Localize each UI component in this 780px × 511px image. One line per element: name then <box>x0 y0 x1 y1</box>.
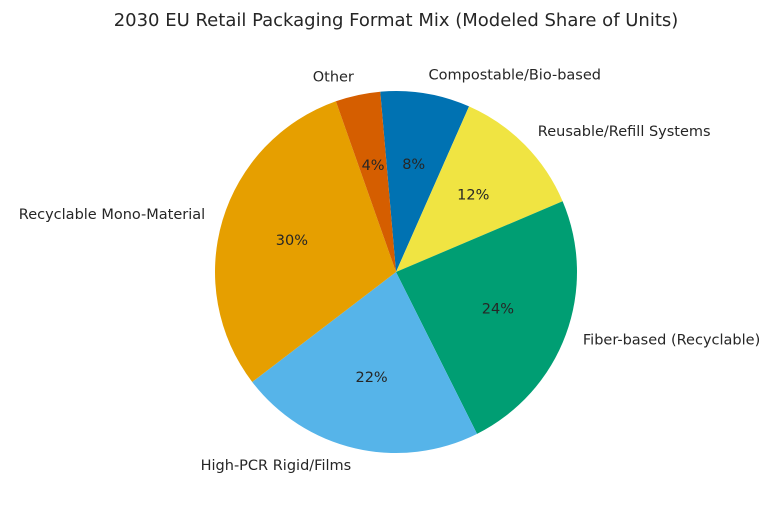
category-label-other: Other <box>313 69 354 85</box>
pie-slice-other <box>335 91 396 272</box>
category-label-fiber-based-recyclable: Fiber-based (Recyclable) <box>583 333 760 349</box>
pct-label-recyclable-mono-material: 30% <box>276 233 308 249</box>
pie-slice-fiber-based-recyclable <box>396 201 577 434</box>
pct-label-other: 4% <box>362 158 385 174</box>
pie-slice-reusable-refill-systems <box>396 106 563 272</box>
category-label-reusable-refill-systems: Reusable/Refill Systems <box>538 124 711 140</box>
pct-label-high-pcr-rigid-films: 22% <box>355 370 387 386</box>
pie-slice-recyclable-mono-material <box>214 101 396 382</box>
chart-title: 2030 EU Retail Packaging Format Mix (Mod… <box>114 10 679 31</box>
pie-slices <box>214 91 577 453</box>
pct-label-reusable-refill-systems: 12% <box>457 188 489 204</box>
category-label-high-pcr-rigid-films: High-PCR Rigid/Films <box>201 458 352 474</box>
category-labels: Compostable/Bio-based Reusable/Refill Sys… <box>19 68 760 474</box>
pie-slice-compostable-bio-based <box>380 91 470 272</box>
percentage-labels: 8% 12% 24% 22% 30% 4% <box>276 157 514 386</box>
pct-label-compostable-bio-based: 8% <box>402 157 425 173</box>
pct-label-fiber-based-recyclable: 24% <box>482 302 514 318</box>
category-label-compostable-bio-based: Compostable/Bio-based <box>429 68 601 84</box>
pie-slice-high-pcr-rigid-films <box>252 272 478 453</box>
category-label-recyclable-mono-material: Recyclable Mono-Material <box>19 207 205 223</box>
